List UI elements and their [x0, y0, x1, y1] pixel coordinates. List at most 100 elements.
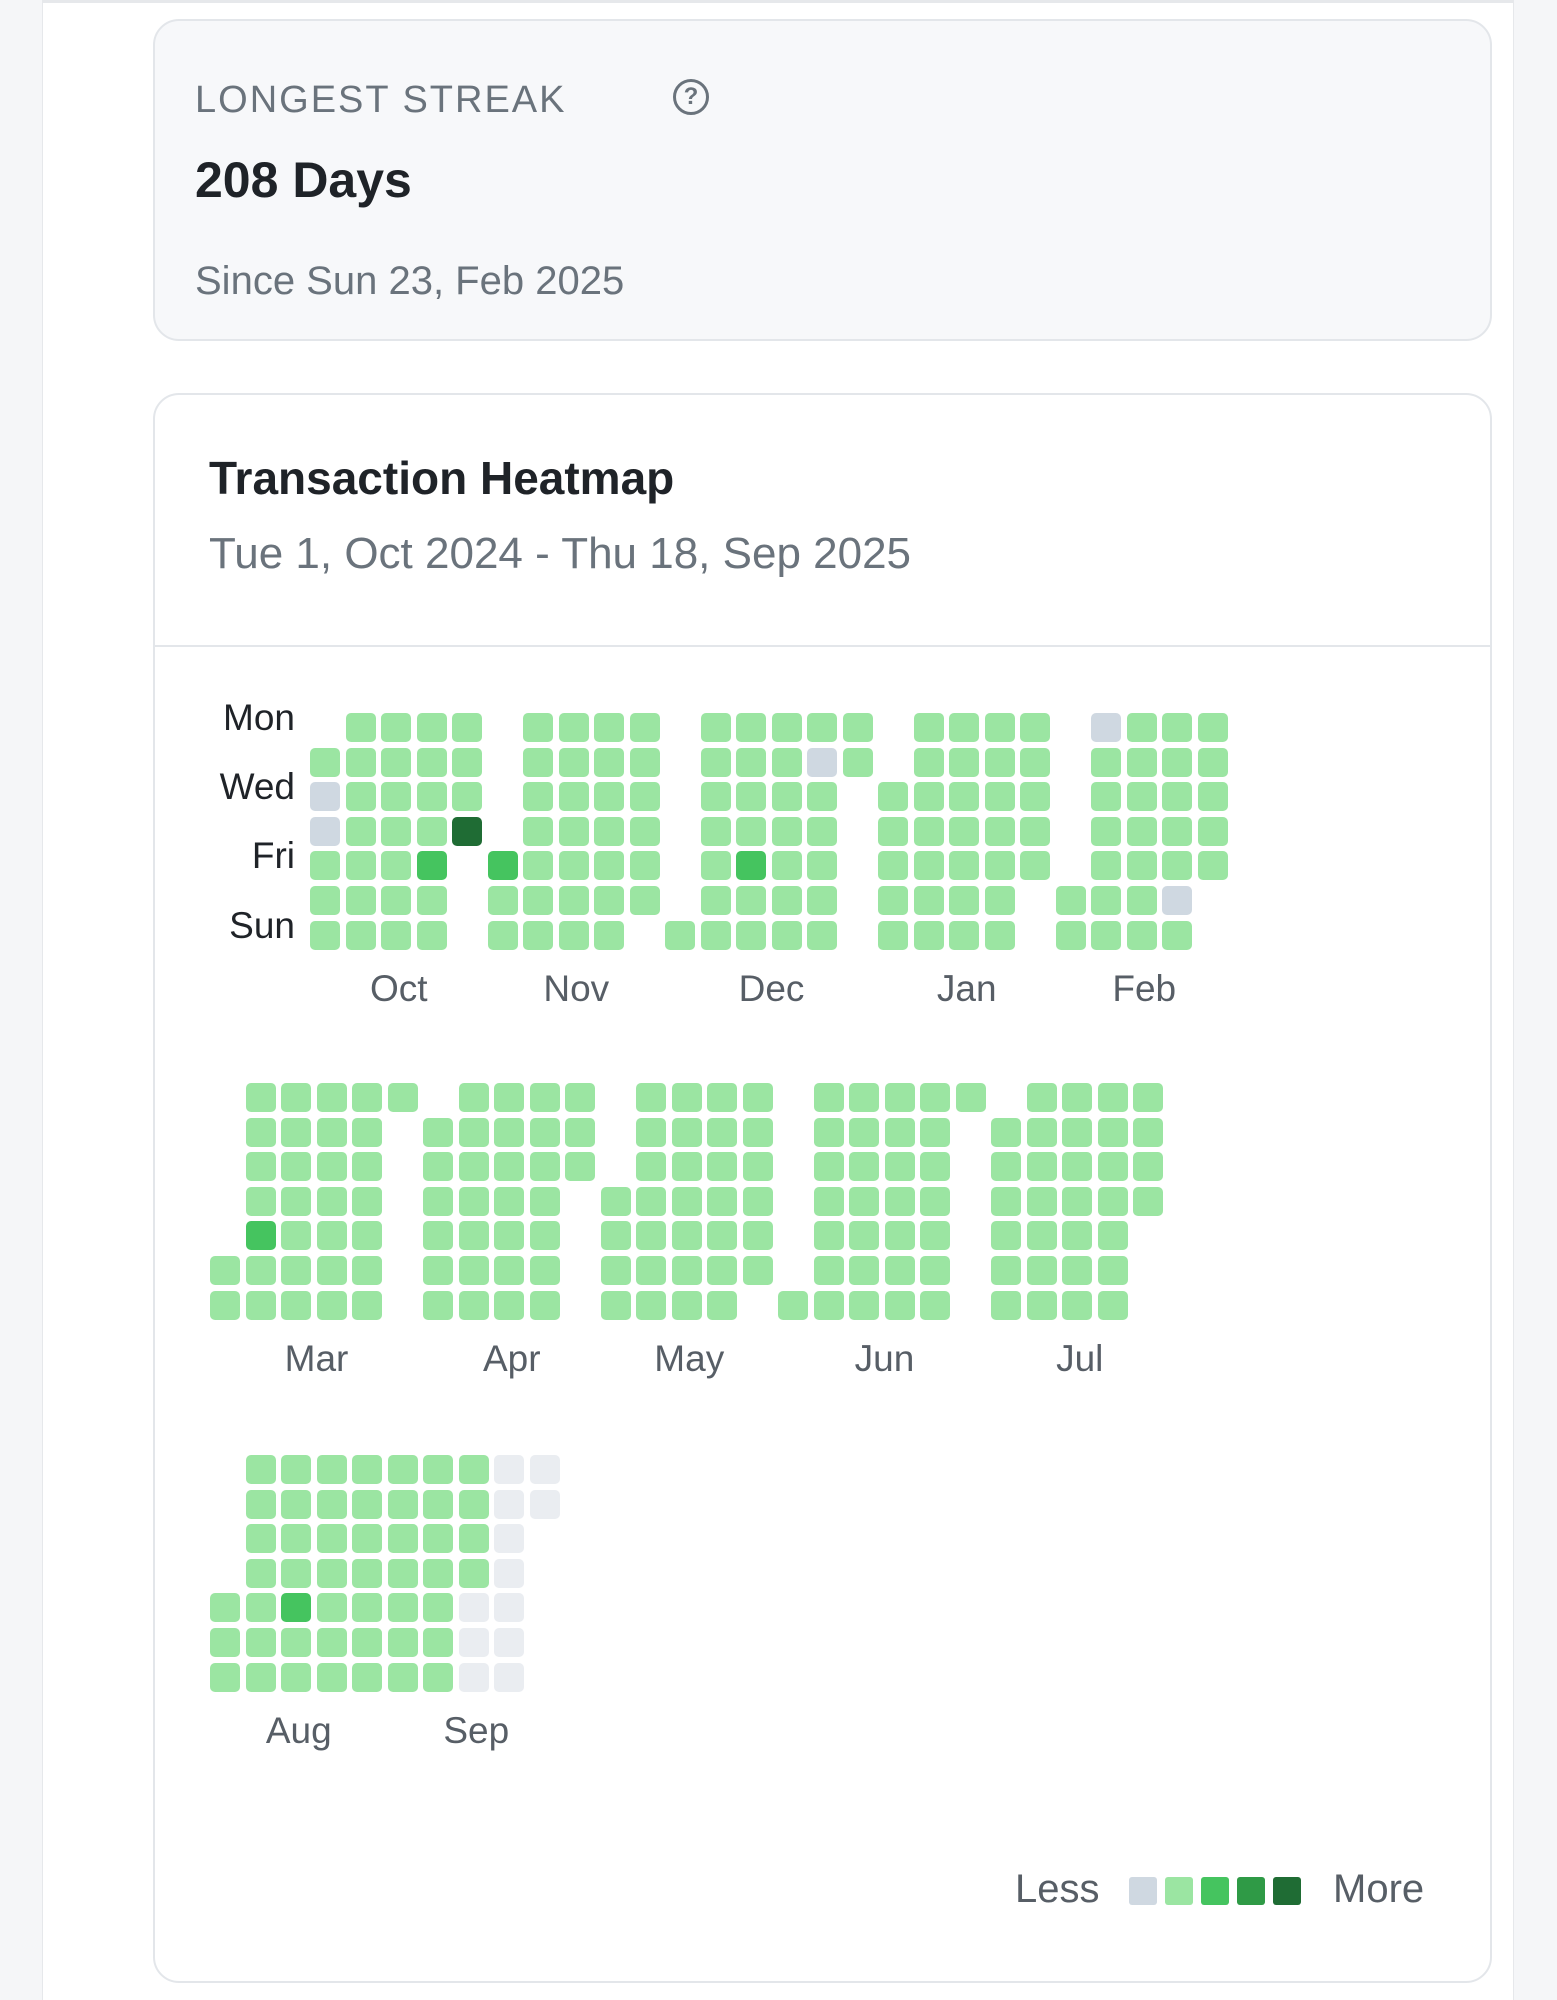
heatmap-cell[interactable]	[316, 1186, 347, 1216]
heatmap-cell[interactable]	[352, 1221, 382, 1251]
heatmap-cell[interactable]	[352, 1083, 382, 1112]
heatmap-cell[interactable]	[345, 782, 376, 812]
heatmap-cell[interactable]	[281, 1256, 311, 1285]
heatmap-cell[interactable]	[316, 1662, 347, 1692]
heatmap-cell[interactable]	[387, 1628, 418, 1657]
heatmap-cell[interactable]	[1091, 747, 1121, 777]
heatmap-cell[interactable]	[1097, 1083, 1128, 1112]
heatmap-cell[interactable]	[281, 1489, 311, 1519]
heatmap-cell[interactable]	[210, 1662, 240, 1692]
heatmap-cell[interactable]	[558, 782, 589, 812]
heatmap-cell[interactable]	[352, 1628, 382, 1657]
heatmap-cell[interactable]	[245, 1662, 276, 1692]
heatmap-cell[interactable]	[281, 1455, 311, 1484]
heatmap-cell[interactable]	[636, 1221, 666, 1251]
heatmap-cell[interactable]	[920, 1256, 950, 1285]
heatmap-cell[interactable]	[1062, 1290, 1092, 1320]
heatmap-cell[interactable]	[416, 782, 447, 812]
heatmap-cell[interactable]	[423, 1256, 453, 1285]
heatmap-cell[interactable]	[600, 1186, 631, 1216]
heatmap-cell[interactable]	[316, 1524, 347, 1554]
heatmap-cell[interactable]	[458, 1221, 489, 1251]
heatmap-cell[interactable]	[487, 886, 518, 915]
heatmap-cell[interactable]	[1026, 1152, 1057, 1182]
heatmap-cell[interactable]	[771, 851, 802, 881]
heatmap-cell[interactable]	[316, 1628, 347, 1657]
heatmap-cell[interactable]	[281, 1186, 311, 1216]
heatmap-cell[interactable]	[1126, 782, 1157, 812]
heatmap-cell[interactable]	[458, 1628, 489, 1657]
heatmap-cell[interactable]	[671, 1221, 702, 1251]
heatmap-cell[interactable]	[913, 920, 944, 950]
heatmap-cell[interactable]	[529, 1221, 560, 1251]
heatmap-cell[interactable]	[1020, 782, 1050, 812]
heatmap-cell[interactable]	[352, 1524, 382, 1554]
heatmap-cell[interactable]	[955, 1083, 986, 1112]
heatmap-cell[interactable]	[1062, 1117, 1092, 1147]
heatmap-cell[interactable]	[1126, 747, 1157, 777]
heatmap-cell[interactable]	[736, 851, 766, 881]
heatmap-cell[interactable]	[387, 1662, 418, 1692]
heatmap-cell[interactable]	[245, 1524, 276, 1554]
heatmap-cell[interactable]	[423, 1117, 453, 1147]
heatmap-cell[interactable]	[458, 1117, 489, 1147]
heatmap-cell[interactable]	[565, 1152, 595, 1182]
heatmap-cell[interactable]	[558, 816, 589, 846]
heatmap-cell[interactable]	[707, 1117, 737, 1147]
heatmap-cell[interactable]	[878, 886, 908, 915]
heatmap-cell[interactable]	[991, 1290, 1021, 1320]
heatmap-cell[interactable]	[352, 1662, 382, 1692]
heatmap-cell[interactable]	[813, 1152, 844, 1182]
heatmap-cell[interactable]	[1062, 1221, 1092, 1251]
heatmap-cell[interactable]	[949, 816, 979, 846]
heatmap-cell[interactable]	[316, 1256, 347, 1285]
heatmap-cell[interactable]	[281, 1152, 311, 1182]
heatmap-cell[interactable]	[813, 1256, 844, 1285]
heatmap-cell[interactable]	[700, 782, 731, 812]
heatmap-cell[interactable]	[742, 1117, 773, 1147]
heatmap-cell[interactable]	[807, 747, 837, 777]
heatmap-cell[interactable]	[913, 747, 944, 777]
heatmap-cell[interactable]	[210, 1256, 240, 1285]
heatmap-cell[interactable]	[310, 782, 340, 812]
heatmap-cell[interactable]	[381, 851, 411, 881]
heatmap-cell[interactable]	[600, 1221, 631, 1251]
heatmap-cell[interactable]	[807, 920, 837, 950]
heatmap-cell[interactable]	[736, 782, 766, 812]
heatmap-cell[interactable]	[778, 1290, 808, 1320]
heatmap-cell[interactable]	[381, 713, 411, 742]
heatmap-cell[interactable]	[452, 747, 482, 777]
heatmap-cell[interactable]	[352, 1290, 382, 1320]
heatmap-cell[interactable]	[1091, 851, 1121, 881]
heatmap-cell[interactable]	[245, 1290, 276, 1320]
heatmap-cell[interactable]	[494, 1117, 524, 1147]
heatmap-cell[interactable]	[849, 1152, 879, 1182]
heatmap-cell[interactable]	[920, 1290, 950, 1320]
heatmap-cell[interactable]	[636, 1083, 666, 1112]
heatmap-cell[interactable]	[771, 782, 802, 812]
heatmap-cell[interactable]	[884, 1221, 915, 1251]
heatmap-cell[interactable]	[771, 747, 802, 777]
heatmap-cell[interactable]	[281, 1290, 311, 1320]
heatmap-cell[interactable]	[1126, 713, 1157, 742]
heatmap-cell[interactable]	[1126, 920, 1157, 950]
heatmap-cell[interactable]	[594, 782, 624, 812]
heatmap-cell[interactable]	[849, 1256, 879, 1285]
heatmap-cell[interactable]	[558, 747, 589, 777]
heatmap-cell[interactable]	[458, 1152, 489, 1182]
heatmap-cell[interactable]	[736, 886, 766, 915]
heatmap-cell[interactable]	[707, 1083, 737, 1112]
heatmap-cell[interactable]	[529, 1290, 560, 1320]
heatmap-cell[interactable]	[558, 886, 589, 915]
heatmap-cell[interactable]	[884, 1186, 915, 1216]
heatmap-cell[interactable]	[494, 1221, 524, 1251]
heatmap-cell[interactable]	[316, 1083, 347, 1112]
heatmap-cell[interactable]	[636, 1186, 666, 1216]
heatmap-cell[interactable]	[494, 1455, 524, 1484]
heatmap-cell[interactable]	[316, 1152, 347, 1182]
heatmap-cell[interactable]	[913, 851, 944, 881]
heatmap-cell[interactable]	[416, 816, 447, 846]
heatmap-cell[interactable]	[813, 1117, 844, 1147]
heatmap-cell[interactable]	[281, 1117, 311, 1147]
heatmap-cell[interactable]	[494, 1152, 524, 1182]
